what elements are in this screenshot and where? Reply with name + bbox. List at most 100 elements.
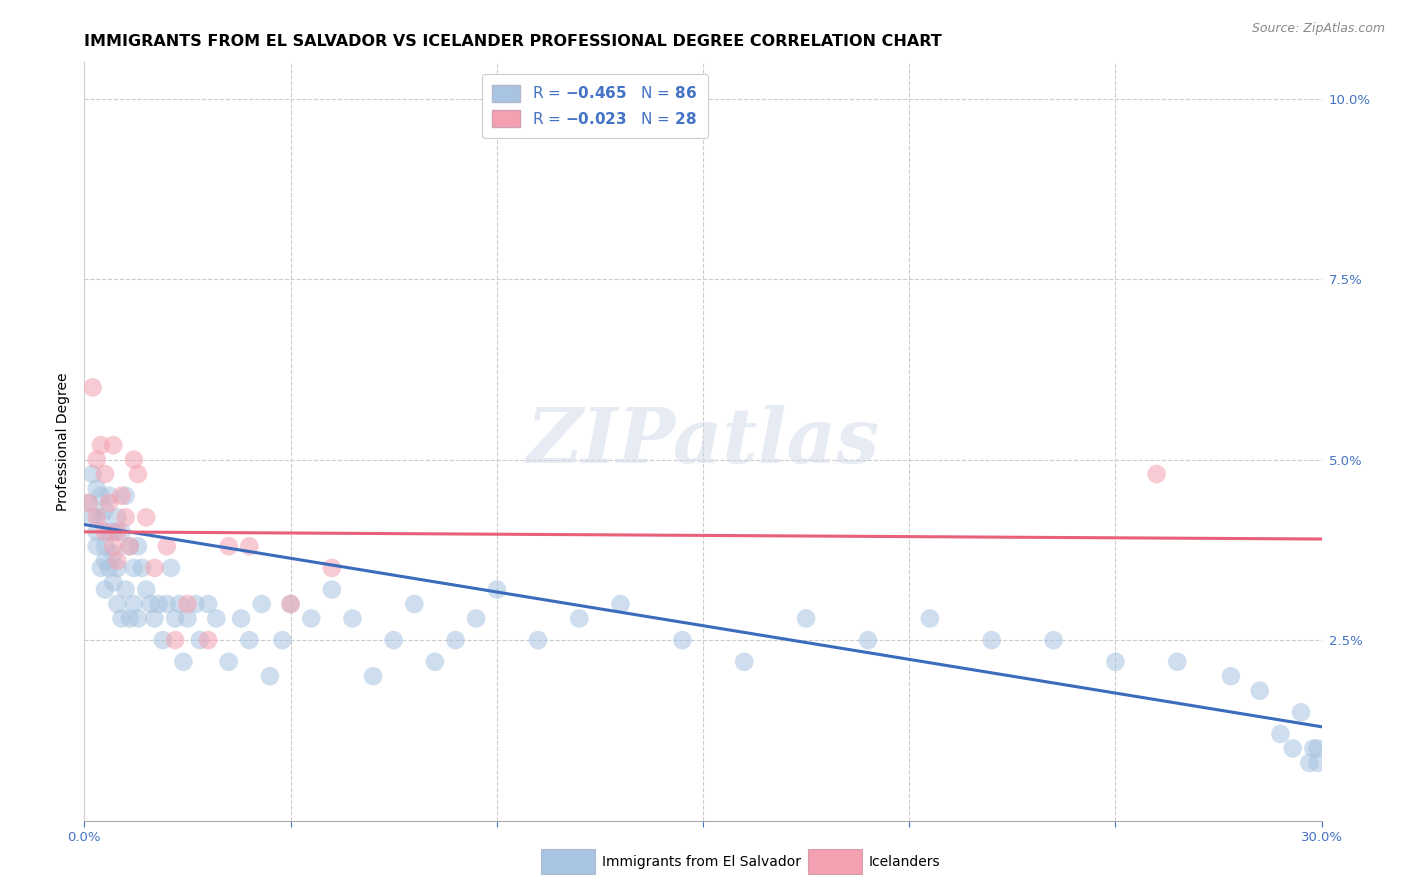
Point <box>82 380 104 394</box>
Point <box>152 633 174 648</box>
Text: Icelanders: Icelanders <box>869 855 941 869</box>
Point <box>135 582 157 597</box>
Point <box>156 539 179 553</box>
Point <box>131 561 153 575</box>
Point <box>465 611 488 625</box>
Point <box>205 611 228 625</box>
Point <box>110 611 132 625</box>
Text: Source: ZipAtlas.com: Source: ZipAtlas.com <box>1251 22 1385 36</box>
Point <box>1289 706 1312 720</box>
Point <box>94 554 117 568</box>
Point <box>90 510 112 524</box>
Point <box>176 597 198 611</box>
Point <box>361 669 384 683</box>
Point <box>86 482 108 496</box>
Point <box>77 496 100 510</box>
Point <box>90 438 112 452</box>
Point <box>122 597 145 611</box>
Point <box>90 489 112 503</box>
Point <box>1104 655 1126 669</box>
Point <box>148 597 170 611</box>
Point <box>321 582 343 597</box>
Point <box>382 633 405 648</box>
Point <box>229 611 252 625</box>
Point <box>90 561 112 575</box>
Point <box>139 597 162 611</box>
Point <box>1281 741 1303 756</box>
Point <box>114 582 136 597</box>
Point <box>118 539 141 553</box>
Point <box>856 633 879 648</box>
Point <box>444 633 467 648</box>
Point <box>1219 669 1241 683</box>
Point <box>197 633 219 648</box>
Point <box>1302 741 1324 756</box>
Point <box>105 524 128 539</box>
Legend: R = $\mathbf{-0.465}$   N = $\mathbf{86}$, R = $\mathbf{-0.023}$   N = $\mathbf{: R = $\mathbf{-0.465}$ N = $\mathbf{86}$,… <box>482 74 707 138</box>
Point <box>143 611 166 625</box>
Point <box>250 597 273 611</box>
Point <box>122 561 145 575</box>
Point <box>160 561 183 575</box>
Point <box>103 546 125 560</box>
Point <box>218 655 240 669</box>
Point <box>82 510 104 524</box>
Point <box>188 633 211 648</box>
Point <box>280 597 302 611</box>
Point <box>794 611 817 625</box>
Point <box>98 524 121 539</box>
Point <box>1166 655 1188 669</box>
Point <box>238 633 260 648</box>
Point <box>197 597 219 611</box>
Point <box>82 467 104 481</box>
Text: ZIPatlas: ZIPatlas <box>526 405 880 478</box>
Point <box>114 510 136 524</box>
Point <box>1306 741 1329 756</box>
Point <box>86 452 108 467</box>
Point <box>86 524 108 539</box>
Point <box>165 633 187 648</box>
Point <box>609 597 631 611</box>
Point <box>1146 467 1168 481</box>
Point <box>122 452 145 467</box>
Point <box>105 510 128 524</box>
Point <box>127 611 149 625</box>
Point <box>105 561 128 575</box>
Point <box>94 503 117 517</box>
Point <box>94 582 117 597</box>
Point <box>135 510 157 524</box>
Point <box>98 489 121 503</box>
Point <box>980 633 1002 648</box>
Text: IMMIGRANTS FROM EL SALVADOR VS ICELANDER PROFESSIONAL DEGREE CORRELATION CHART: IMMIGRANTS FROM EL SALVADOR VS ICELANDER… <box>84 34 942 49</box>
Point <box>105 597 128 611</box>
Point <box>238 539 260 553</box>
Point <box>118 539 141 553</box>
Point <box>103 575 125 590</box>
Point <box>94 539 117 553</box>
Point <box>156 597 179 611</box>
Point <box>105 554 128 568</box>
Point <box>1298 756 1320 770</box>
Point <box>527 633 550 648</box>
Point <box>404 597 426 611</box>
Point <box>103 539 125 553</box>
Text: Immigrants from El Salvador: Immigrants from El Salvador <box>602 855 801 869</box>
Point <box>568 611 591 625</box>
Point <box>118 611 141 625</box>
Point <box>176 611 198 625</box>
Point <box>671 633 693 648</box>
Point <box>342 611 364 625</box>
Point <box>77 496 100 510</box>
Point <box>98 496 121 510</box>
Point <box>110 489 132 503</box>
Point <box>1270 727 1292 741</box>
Point <box>1249 683 1271 698</box>
Point <box>271 633 294 648</box>
Point <box>218 539 240 553</box>
Point <box>127 467 149 481</box>
Point <box>184 597 207 611</box>
Point <box>321 561 343 575</box>
Point <box>143 561 166 575</box>
Point <box>165 611 187 625</box>
Point <box>114 489 136 503</box>
